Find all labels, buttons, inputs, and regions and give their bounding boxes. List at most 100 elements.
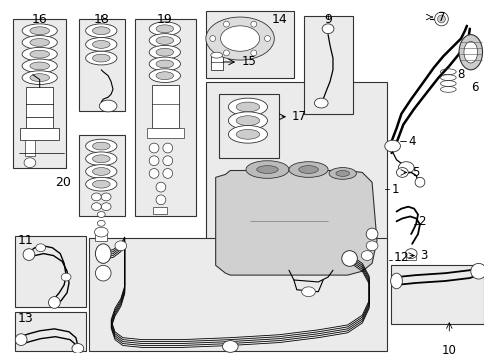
Ellipse shape <box>250 21 256 27</box>
Bar <box>88 238 386 351</box>
Bar <box>79 19 124 111</box>
Text: 1: 1 <box>391 183 398 195</box>
Ellipse shape <box>85 51 117 65</box>
Ellipse shape <box>156 60 173 68</box>
Ellipse shape <box>30 62 49 70</box>
Bar <box>406 253 415 260</box>
Text: 16: 16 <box>32 13 47 26</box>
Ellipse shape <box>92 40 110 48</box>
Ellipse shape <box>384 140 400 152</box>
Ellipse shape <box>398 162 413 174</box>
Ellipse shape <box>23 249 35 260</box>
Ellipse shape <box>92 180 110 188</box>
Ellipse shape <box>92 54 110 62</box>
Ellipse shape <box>250 50 256 56</box>
Ellipse shape <box>101 203 111 211</box>
Text: 12: 12 <box>393 251 408 264</box>
Ellipse shape <box>301 287 315 297</box>
Ellipse shape <box>97 220 105 226</box>
Text: 18: 18 <box>93 13 109 26</box>
Bar <box>205 11 293 78</box>
Ellipse shape <box>222 341 238 352</box>
Ellipse shape <box>366 241 377 251</box>
Ellipse shape <box>149 69 180 82</box>
Bar <box>153 207 166 215</box>
Ellipse shape <box>470 264 486 279</box>
Ellipse shape <box>236 102 259 112</box>
Ellipse shape <box>95 265 111 281</box>
Text: 14: 14 <box>271 13 286 26</box>
Ellipse shape <box>24 158 36 167</box>
Ellipse shape <box>22 47 57 61</box>
Ellipse shape <box>92 167 110 175</box>
Ellipse shape <box>220 26 259 51</box>
Bar <box>15 236 85 307</box>
Bar <box>95 234 107 241</box>
Ellipse shape <box>30 39 49 46</box>
Ellipse shape <box>163 156 172 166</box>
Text: 11: 11 <box>17 234 33 247</box>
Text: 2: 2 <box>417 215 425 228</box>
Ellipse shape <box>322 24 333 33</box>
Ellipse shape <box>92 142 110 150</box>
Ellipse shape <box>94 227 108 237</box>
Ellipse shape <box>30 74 49 82</box>
Bar <box>15 312 85 351</box>
Ellipse shape <box>149 33 180 47</box>
Ellipse shape <box>236 116 259 126</box>
Ellipse shape <box>156 72 173 80</box>
Bar <box>26 87 53 129</box>
Ellipse shape <box>85 24 117 37</box>
Text: 20: 20 <box>55 176 71 189</box>
Polygon shape <box>215 171 376 275</box>
Ellipse shape <box>314 98 327 108</box>
Text: 13: 13 <box>17 312 33 325</box>
Ellipse shape <box>437 15 445 23</box>
Bar <box>79 135 124 216</box>
Ellipse shape <box>97 212 105 217</box>
Ellipse shape <box>256 166 278 174</box>
Ellipse shape <box>298 166 318 174</box>
Ellipse shape <box>396 167 407 177</box>
Ellipse shape <box>405 249 416 258</box>
Text: 3: 3 <box>419 249 427 262</box>
Ellipse shape <box>115 241 126 251</box>
Ellipse shape <box>434 12 447 26</box>
Ellipse shape <box>149 156 159 166</box>
Ellipse shape <box>95 244 111 264</box>
Text: 7: 7 <box>437 10 444 23</box>
Ellipse shape <box>92 27 110 35</box>
Ellipse shape <box>366 228 377 240</box>
Ellipse shape <box>48 297 60 309</box>
Ellipse shape <box>156 48 173 56</box>
Text: 17: 17 <box>291 110 306 123</box>
Text: 8: 8 <box>456 68 464 81</box>
Ellipse shape <box>361 251 372 260</box>
Ellipse shape <box>236 130 259 139</box>
Bar <box>20 129 59 140</box>
Ellipse shape <box>463 41 477 63</box>
Ellipse shape <box>149 22 180 36</box>
Bar <box>390 265 483 324</box>
Ellipse shape <box>288 162 327 177</box>
Text: 5: 5 <box>411 166 419 179</box>
Ellipse shape <box>390 273 402 289</box>
Text: 4: 4 <box>407 135 415 148</box>
Ellipse shape <box>22 59 57 73</box>
Bar <box>205 82 386 275</box>
Bar <box>303 16 352 114</box>
Ellipse shape <box>99 100 117 112</box>
Ellipse shape <box>85 177 117 191</box>
Ellipse shape <box>101 193 111 201</box>
Ellipse shape <box>156 195 165 205</box>
Ellipse shape <box>85 152 117 166</box>
Bar <box>210 55 222 70</box>
Ellipse shape <box>92 155 110 163</box>
Ellipse shape <box>228 98 267 116</box>
Text: 15: 15 <box>242 55 256 68</box>
Ellipse shape <box>156 25 173 33</box>
Ellipse shape <box>328 167 356 179</box>
Ellipse shape <box>30 27 49 35</box>
Bar <box>249 195 327 251</box>
Ellipse shape <box>163 143 172 153</box>
